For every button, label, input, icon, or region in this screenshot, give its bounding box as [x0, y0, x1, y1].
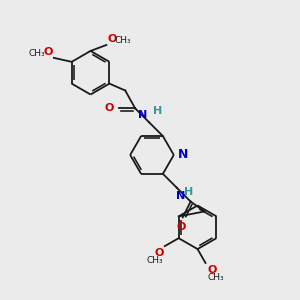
- Text: O: O: [105, 103, 114, 113]
- Text: H: H: [153, 106, 162, 116]
- Text: O: O: [154, 248, 164, 258]
- Text: O: O: [107, 34, 117, 44]
- Text: O: O: [176, 222, 185, 233]
- Text: CH₃: CH₃: [114, 35, 131, 44]
- Text: CH₃: CH₃: [146, 256, 163, 265]
- Text: O: O: [208, 265, 217, 275]
- Text: O: O: [44, 47, 53, 57]
- Text: H: H: [184, 187, 193, 197]
- Text: CH₃: CH₃: [208, 273, 224, 282]
- Text: N: N: [178, 148, 188, 161]
- Text: N: N: [138, 110, 147, 120]
- Text: N: N: [176, 191, 185, 201]
- Text: CH₃: CH₃: [28, 50, 45, 58]
